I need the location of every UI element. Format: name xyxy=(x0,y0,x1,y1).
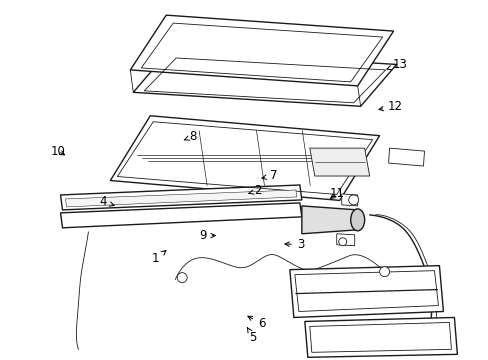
Text: 8: 8 xyxy=(184,130,197,143)
Polygon shape xyxy=(388,148,424,166)
Text: 11: 11 xyxy=(329,187,344,200)
Text: 2: 2 xyxy=(248,184,262,197)
Polygon shape xyxy=(304,318,456,357)
Text: 5: 5 xyxy=(247,328,256,343)
Circle shape xyxy=(177,273,187,283)
Polygon shape xyxy=(65,190,296,207)
Circle shape xyxy=(379,267,389,276)
Text: 12: 12 xyxy=(378,100,402,113)
Polygon shape xyxy=(130,15,393,86)
Polygon shape xyxy=(61,203,301,228)
Text: 1: 1 xyxy=(152,251,165,265)
Polygon shape xyxy=(336,234,354,246)
Polygon shape xyxy=(309,148,369,176)
Polygon shape xyxy=(110,116,379,201)
Text: 4: 4 xyxy=(99,195,114,208)
Polygon shape xyxy=(341,194,357,206)
Text: 13: 13 xyxy=(386,58,407,71)
Polygon shape xyxy=(61,185,301,210)
Polygon shape xyxy=(133,50,396,106)
Text: 7: 7 xyxy=(262,169,277,182)
Circle shape xyxy=(338,238,346,246)
Ellipse shape xyxy=(350,209,364,231)
Text: 9: 9 xyxy=(199,229,215,242)
Polygon shape xyxy=(301,206,357,234)
Text: 6: 6 xyxy=(247,316,265,330)
Circle shape xyxy=(348,195,358,205)
Text: 3: 3 xyxy=(285,238,304,251)
Text: 10: 10 xyxy=(51,145,65,158)
Polygon shape xyxy=(289,266,443,318)
